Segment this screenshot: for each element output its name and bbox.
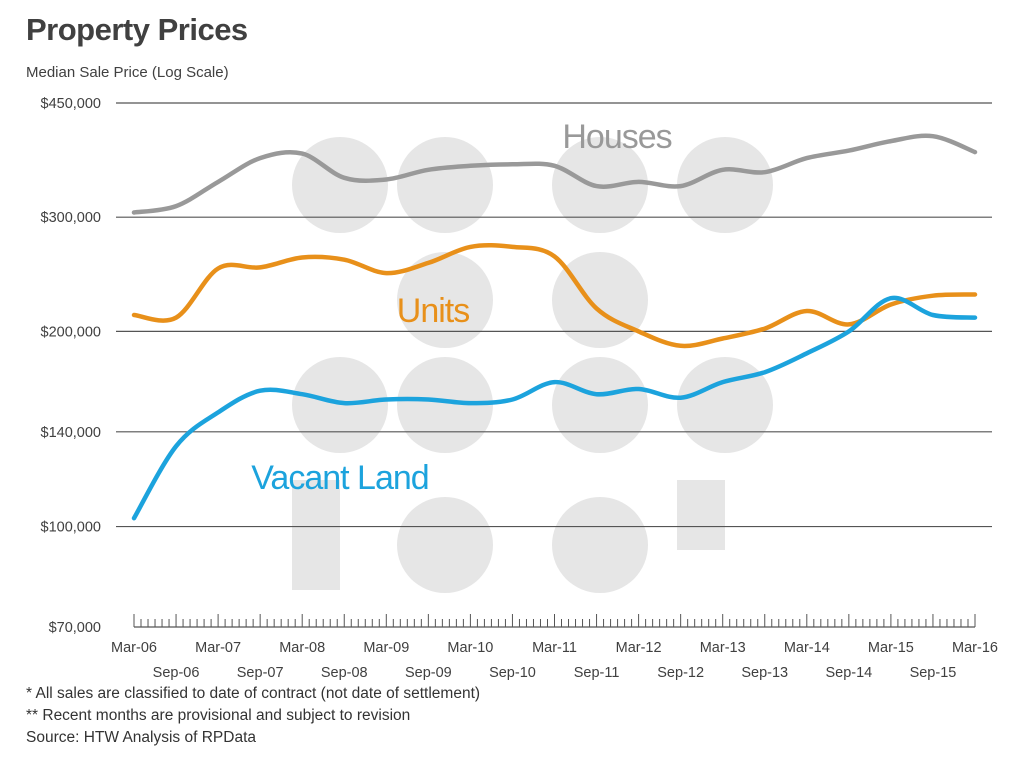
series-units <box>131 243 978 349</box>
footnote-source: Source: HTW Analysis of RPData <box>26 729 256 746</box>
x-tick-label: Mar-08 <box>279 640 325 656</box>
x-tick-label: Mar-06 <box>111 640 157 656</box>
watermark-shape <box>292 480 340 590</box>
watermark-shape <box>397 137 493 233</box>
watermark-logo <box>292 137 773 593</box>
series-label-houses: Houses <box>562 118 671 156</box>
x-tick-label: Sep-14 <box>825 665 872 681</box>
series-vacant-land <box>131 295 978 521</box>
x-tick-label: Mar-10 <box>447 640 493 656</box>
watermark-shape <box>292 357 388 453</box>
chart-title: Property Prices <box>26 12 248 47</box>
footnote-provisional: ** Recent months are provisional and sub… <box>26 707 411 724</box>
x-tick-label: Sep-12 <box>657 665 704 681</box>
x-tick-label: Mar-14 <box>784 640 830 656</box>
x-tick-label: Sep-10 <box>489 665 536 681</box>
y-tick-label: $300,000 <box>41 210 101 226</box>
y-tick-label: $70,000 <box>49 620 101 636</box>
x-axis-ticks <box>133 614 976 627</box>
y-tick-label: $450,000 <box>41 96 101 112</box>
series-label-vacant-land: Vacant Land <box>251 459 428 497</box>
watermark-shape <box>292 137 388 233</box>
x-tick-label: Mar-16 <box>952 640 998 656</box>
x-tick-label: Sep-07 <box>237 665 284 681</box>
x-tick-label: Mar-07 <box>195 640 241 656</box>
x-tick-label: Mar-15 <box>868 640 914 656</box>
x-tick-label: Mar-09 <box>363 640 409 656</box>
watermark-shape <box>397 357 493 453</box>
x-tick-label: Sep-08 <box>321 665 368 681</box>
x-tick-label: Mar-13 <box>700 640 746 656</box>
y-tick-label: $100,000 <box>41 520 101 536</box>
footnotes: * All sales are classified to date of co… <box>26 683 480 749</box>
series-houses <box>131 133 978 215</box>
x-tick-label: Sep-09 <box>405 665 452 681</box>
watermark-shape <box>397 497 493 593</box>
x-tick-label: Sep-11 <box>574 665 620 681</box>
x-tick-label: Sep-06 <box>153 665 200 681</box>
x-tick-label: Sep-13 <box>741 665 788 681</box>
watermark-shape <box>552 357 648 453</box>
y-tick-label: $140,000 <box>41 425 101 441</box>
footnote-contract-date: * All sales are classified to date of co… <box>26 685 481 702</box>
watermark-shape <box>677 480 725 550</box>
series-label-units: Units <box>397 292 469 330</box>
y-tick-label: $200,000 <box>41 324 101 340</box>
watermark-shape <box>677 137 773 233</box>
x-tick-label: Mar-12 <box>616 640 662 656</box>
chart-subtitle: Median Sale Price (Log Scale) <box>26 64 229 81</box>
watermark-shape <box>677 357 773 453</box>
x-tick-label: Sep-15 <box>910 665 957 681</box>
watermark-shape <box>552 497 648 593</box>
watermark-shape <box>397 252 493 348</box>
x-tick-label: Mar-11 <box>532 640 577 656</box>
